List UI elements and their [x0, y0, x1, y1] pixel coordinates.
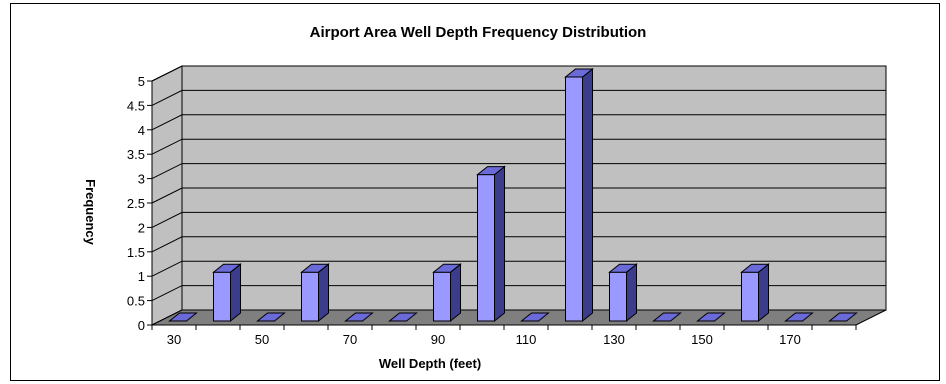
- y-tick-label: 4: [138, 123, 145, 138]
- bar-top: [520, 312, 550, 322]
- bar-side: [230, 263, 241, 323]
- bar-top: [168, 312, 198, 322]
- bar: [608, 263, 638, 323]
- bar-side: [758, 263, 769, 323]
- bar-top: [696, 312, 726, 322]
- bar-top: [212, 263, 242, 273]
- bar-front: [477, 174, 495, 322]
- gridline: [151, 138, 886, 155]
- y-tick-label: 0.5: [127, 294, 145, 309]
- bar-front: [213, 271, 231, 322]
- bar: [168, 312, 198, 322]
- bar-top: [432, 263, 462, 273]
- bar: [476, 165, 506, 323]
- bar: [828, 312, 858, 322]
- bar: [388, 312, 418, 322]
- bar-side: [450, 263, 461, 323]
- y-tick-label: 5: [138, 74, 145, 89]
- bar: [740, 263, 770, 323]
- bar-front: [301, 271, 319, 322]
- gridline: [151, 65, 886, 82]
- bar-front: [433, 271, 451, 322]
- y-tick-label: 3.5: [127, 147, 145, 162]
- gridline: [151, 114, 886, 131]
- bar: [564, 67, 594, 323]
- x-tick-label: 170: [779, 332, 801, 347]
- gridline: [151, 163, 886, 180]
- bar-front: [609, 271, 627, 322]
- bar-top: [344, 312, 374, 322]
- bar: [432, 263, 462, 323]
- gridline: [151, 89, 886, 106]
- bar-top: [256, 312, 286, 322]
- bar: [652, 312, 682, 322]
- bar-top: [652, 312, 682, 322]
- bar-side: [582, 67, 593, 323]
- bar: [300, 263, 330, 323]
- bar: [344, 312, 374, 322]
- y-tick-label: 3: [138, 172, 145, 187]
- gridline: [151, 187, 886, 204]
- bar-side: [626, 263, 637, 323]
- y-tick-label: 1.5: [127, 245, 145, 260]
- bar: [696, 312, 726, 322]
- gridline: [151, 260, 886, 277]
- bar-top: [564, 68, 594, 78]
- bar: [784, 312, 814, 322]
- gridline: [151, 285, 886, 302]
- y-tick-label: 2.5: [127, 196, 145, 211]
- x-tick-label: 30: [167, 332, 181, 347]
- x-tick-label: 70: [343, 332, 357, 347]
- x-tick-label: 110: [516, 332, 537, 347]
- gridline: [151, 211, 886, 228]
- bar-top: [740, 263, 770, 273]
- y-tick-label: 0: [138, 318, 145, 333]
- bar-top: [476, 166, 506, 176]
- y-tick-label: 4.5: [127, 98, 145, 113]
- bar-front: [565, 76, 583, 322]
- bar: [212, 263, 242, 323]
- bar-side: [494, 165, 505, 323]
- y-axis-title: Frequency: [83, 179, 98, 246]
- bar-top: [300, 263, 330, 273]
- bar: [520, 312, 550, 322]
- y-tick-label: 1: [138, 269, 145, 284]
- x-tick-label: 150: [691, 332, 713, 347]
- bar-side: [318, 263, 329, 323]
- bar-top: [828, 312, 858, 322]
- x-tick-label: 130: [603, 332, 625, 347]
- gridline: [151, 236, 886, 253]
- y-tick-label: 2: [138, 220, 145, 235]
- bar-top: [608, 263, 638, 273]
- x-axis-title: Well Depth (feet): [379, 356, 481, 371]
- x-tick-label: 90: [431, 332, 445, 347]
- bar-top: [784, 312, 814, 322]
- x-tick-label: 50: [255, 332, 269, 347]
- bar-top: [388, 312, 418, 322]
- bar-front: [741, 271, 759, 322]
- chart-title: Airport Area Well Depth Frequency Distri…: [310, 24, 647, 41]
- bar: [256, 312, 286, 322]
